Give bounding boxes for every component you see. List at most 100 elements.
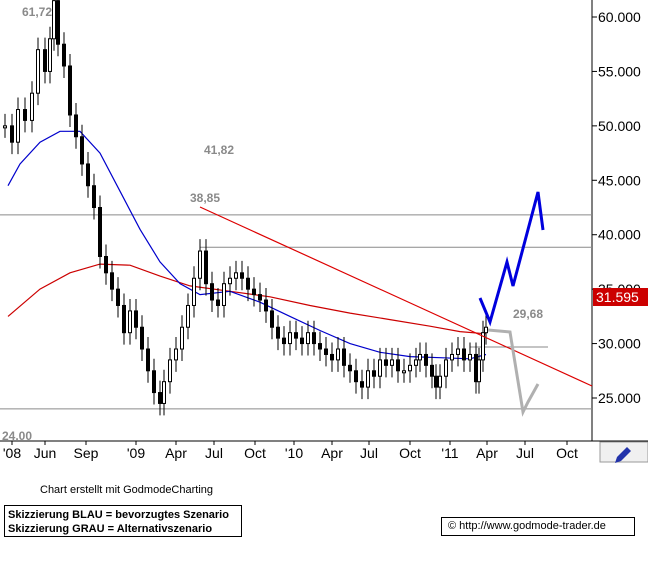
- candles: [3, 0, 488, 416]
- level-label-61-72: 61,72: [22, 5, 52, 19]
- candle-body: [372, 370, 376, 377]
- candle-body: [168, 359, 172, 383]
- candle-body: [384, 359, 388, 366]
- x-tick-label: Apr: [321, 445, 343, 461]
- candle-body: [228, 277, 232, 285]
- candle-body: [360, 381, 364, 388]
- candle-body: [444, 359, 448, 377]
- y-tick-label: 30.000: [598, 336, 641, 352]
- scenario-blue-line: [478, 191, 545, 327]
- candle-body: [180, 326, 184, 350]
- candle-body: [98, 207, 102, 257]
- candle-body: [56, 0, 60, 45]
- candle-body: [390, 359, 394, 366]
- x-tick-label: Jul: [205, 445, 223, 461]
- candle-body: [198, 250, 202, 279]
- y-tick-label: 45.000: [598, 172, 641, 188]
- candle-body: [468, 353, 472, 361]
- candle-body: [434, 375, 438, 388]
- candle-body: [68, 65, 72, 116]
- candle-body: [264, 299, 268, 312]
- candle-body: [92, 185, 96, 209]
- candle-body: [456, 348, 460, 355]
- pencil-icon: [615, 447, 631, 463]
- candle-body: [80, 136, 84, 165]
- ma-short-line: [7, 130, 487, 360]
- candle-body: [162, 381, 166, 404]
- x-tick-label: Jul: [360, 445, 378, 461]
- candle-body: [210, 283, 214, 301]
- y-axis-ticks: 60.00055.00050.00045.00040.00035.00030.0…: [592, 9, 641, 406]
- candle-body: [23, 109, 27, 121]
- candle-body: [146, 348, 150, 372]
- candle-body: [378, 359, 382, 377]
- candle-body: [318, 343, 322, 350]
- legend-grey-scenario: Skizzierung GRAU = Alternativszenario: [8, 523, 213, 535]
- candle-body: [348, 364, 352, 372]
- current-price-box: [593, 288, 648, 306]
- x-tick-label: Apr: [165, 445, 187, 461]
- candle-body: [354, 370, 358, 383]
- candle-body: [186, 304, 190, 328]
- candle-body: [158, 392, 162, 404]
- candle-body: [74, 114, 78, 138]
- level-label-41-82: 41,82: [204, 143, 234, 157]
- level-label-24-00: 24.00: [2, 429, 32, 443]
- candle-body: [192, 277, 196, 306]
- candle-body: [30, 92, 34, 121]
- x-tick-label: Apr: [476, 445, 498, 461]
- candle-body: [396, 359, 400, 372]
- candle-body: [174, 348, 178, 361]
- level-label-38-85: 38,85: [190, 191, 220, 205]
- candle-body: [134, 310, 138, 328]
- candle-body: [484, 326, 488, 334]
- candle-body: [110, 272, 114, 290]
- candle-body: [128, 310, 132, 334]
- candle-body: [294, 332, 298, 339]
- candle-body: [324, 348, 328, 355]
- candle-body: [10, 125, 14, 143]
- source-url[interactable]: © http://www.godmode-trader.de: [441, 517, 635, 536]
- candle-body: [222, 283, 226, 306]
- x-tick-label: Jul: [516, 445, 534, 461]
- candle-body: [408, 364, 412, 372]
- candle-body: [306, 332, 310, 345]
- level-label-29-68: 29,68: [513, 307, 543, 321]
- candle-body: [462, 348, 466, 361]
- candle-body: [252, 288, 256, 296]
- candle-body: [36, 49, 40, 94]
- trendline: [199, 206, 593, 387]
- x-tick-label: '08: [3, 445, 21, 461]
- candle-body: [424, 353, 428, 366]
- candle-body: [282, 337, 286, 345]
- candle-body: [366, 370, 370, 388]
- candle-body: [234, 272, 238, 279]
- candle-body: [276, 326, 280, 339]
- candle-body: [430, 364, 434, 377]
- candle-body: [342, 348, 346, 366]
- y-tick-label: 40.000: [598, 227, 641, 243]
- candle-body: [330, 353, 334, 361]
- candle-body: [246, 277, 250, 290]
- scenario-grey-line: [487, 328, 540, 417]
- y-tick-label: 60.000: [598, 9, 641, 25]
- x-tick-label: '09: [127, 445, 145, 461]
- legend-blue-scenario: Skizzierung BLAU = bevorzugtes Szenario: [8, 509, 229, 521]
- candle-body: [258, 294, 262, 301]
- candle-body: [52, 0, 56, 40]
- x-tick-label: Sep: [74, 445, 99, 461]
- candle-body: [288, 332, 292, 345]
- candle-body: [16, 109, 20, 143]
- candle-body: [48, 38, 52, 72]
- y-tick-label: 25.000: [598, 390, 641, 406]
- y-tick-label: 55.000: [598, 63, 641, 79]
- x-tick-label: Oct: [556, 445, 578, 461]
- candle-body: [438, 375, 442, 388]
- x-axis-ticks: '08 Jun Sep '09 Apr Jul Oct '10 Apr Jul Oct '11 Apr J…: [3, 441, 578, 461]
- candle-body: [402, 370, 406, 374]
- candle-body: [3, 125, 7, 129]
- candle-body: [312, 332, 316, 345]
- x-tick-label: '11: [441, 445, 458, 461]
- x-tick-label: Oct: [399, 445, 421, 461]
